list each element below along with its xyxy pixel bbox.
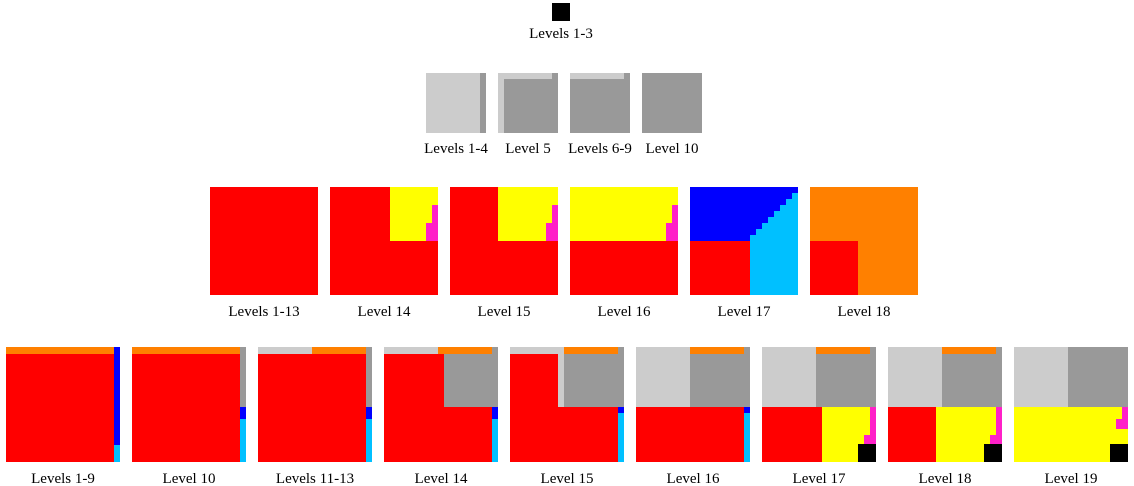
- block: [984, 444, 1002, 462]
- block: [744, 413, 750, 462]
- panel-label: Levels 1-13: [228, 304, 299, 320]
- block: [780, 205, 786, 295]
- block: [1122, 407, 1128, 427]
- block: [240, 347, 246, 407]
- panel-label: Level 16: [598, 304, 651, 320]
- panel-label: Level 17: [793, 471, 846, 486]
- panel-label: Level 14: [358, 304, 411, 320]
- block: [492, 407, 498, 419]
- block: [942, 347, 996, 354]
- panel-label: Level 14: [415, 471, 468, 486]
- panel-label: Level 17: [718, 304, 771, 320]
- block: [996, 407, 1002, 435]
- block: [690, 347, 744, 407]
- block: [858, 444, 876, 462]
- block: [312, 347, 366, 354]
- block: [492, 347, 498, 407]
- block: [366, 407, 372, 419]
- block: [888, 347, 942, 407]
- block: [552, 73, 558, 79]
- panel-label: Level 10: [646, 141, 699, 157]
- panel-label: Level 15: [478, 304, 531, 320]
- block: [816, 347, 876, 407]
- block: [258, 347, 372, 462]
- block: [114, 445, 120, 462]
- panel-label: Levels 6-9: [568, 141, 632, 157]
- block: [744, 407, 750, 413]
- panel-label: Levels 1-9: [31, 471, 95, 486]
- block: [210, 187, 318, 295]
- block: [1014, 407, 1128, 462]
- block: [618, 347, 624, 407]
- block: [570, 73, 630, 133]
- block: [768, 217, 774, 295]
- block: [570, 187, 678, 241]
- block: [132, 347, 240, 354]
- block: [480, 73, 486, 133]
- block: [564, 354, 618, 407]
- panel-label: Level 16: [667, 471, 720, 486]
- block: [750, 235, 756, 295]
- block: [1116, 419, 1128, 429]
- block: [6, 347, 120, 462]
- block: [114, 347, 120, 445]
- block: [552, 205, 558, 241]
- block: [240, 407, 246, 419]
- block: [552, 3, 570, 21]
- block: [1110, 444, 1128, 462]
- panel-label: Level 18: [838, 304, 891, 320]
- block: [258, 347, 312, 354]
- block: [438, 347, 492, 354]
- block: [426, 73, 486, 133]
- block: [690, 347, 744, 354]
- block: [558, 354, 564, 407]
- block: [546, 223, 552, 241]
- block: [756, 229, 762, 295]
- block: [642, 73, 702, 133]
- block: [666, 223, 672, 241]
- panel-label: Level 5: [505, 141, 550, 157]
- block: [504, 79, 558, 133]
- block: [6, 347, 114, 354]
- block: [570, 73, 624, 79]
- block: [426, 223, 432, 241]
- block: [942, 347, 1002, 407]
- block: [810, 241, 858, 295]
- panel-label: Level 18: [919, 471, 972, 486]
- block: [816, 347, 870, 354]
- panel-label: Levels 1-4: [424, 141, 488, 157]
- panel-label: Level 19: [1045, 471, 1098, 486]
- block: [366, 347, 372, 407]
- block: [786, 199, 792, 295]
- block: [672, 205, 678, 241]
- block: [690, 241, 750, 295]
- block: [1068, 347, 1128, 407]
- block: [132, 347, 246, 462]
- panel-label: Levels 11-13: [276, 471, 354, 486]
- block: [564, 347, 618, 354]
- block: [1014, 347, 1068, 407]
- block: [366, 419, 372, 462]
- block: [792, 193, 798, 295]
- block: [744, 347, 750, 407]
- block: [762, 223, 768, 295]
- block: [618, 407, 624, 413]
- panel-label: Level 10: [163, 471, 216, 486]
- block: [774, 211, 780, 295]
- panel-label: Level 15: [541, 471, 594, 486]
- panel-label: Levels 1-3: [529, 26, 593, 42]
- block: [492, 419, 498, 462]
- block: [432, 205, 438, 241]
- block: [762, 347, 816, 407]
- block: [870, 407, 876, 435]
- block: [384, 347, 438, 354]
- block: [636, 347, 690, 407]
- block: [618, 413, 624, 462]
- block: [240, 419, 246, 462]
- block: [444, 354, 492, 407]
- block: [510, 347, 564, 354]
